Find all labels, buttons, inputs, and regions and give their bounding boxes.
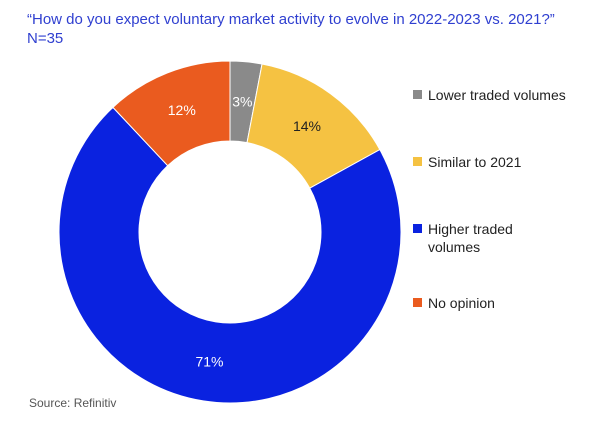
donut-slice-4	[112, 60, 231, 167]
legend-label: No opinion	[428, 295, 495, 311]
slice-label-1: 3%	[232, 94, 252, 110]
legend-item-2: Similar to 2021	[413, 153, 521, 171]
legend-item-4: No opinion	[413, 294, 495, 312]
slice-label-2: 14%	[293, 118, 321, 134]
chart-source: Source: Refinitiv	[29, 396, 117, 410]
legend-swatch	[413, 157, 422, 166]
legend-item-1: Lower traded volumes	[413, 86, 566, 104]
chart-title: “How do you expect voluntary market acti…	[27, 10, 592, 48]
legend-item-3: Higher traded volumes	[413, 220, 513, 256]
donut-slice-3	[58, 106, 402, 404]
legend-swatch	[413, 90, 422, 99]
slice-label-3: 71%	[195, 353, 223, 369]
legend-swatch	[413, 298, 422, 307]
chart-question: “How do you expect voluntary market acti…	[27, 11, 555, 28]
legend-label: Higher traded volumes	[428, 221, 513, 255]
legend-label: Similar to 2021	[428, 154, 522, 170]
chart-sample-size: N=35	[27, 30, 64, 47]
legend-swatch	[413, 224, 422, 233]
legend-label: Lower traded volumes	[428, 87, 566, 103]
slice-label-4: 12%	[168, 102, 196, 118]
